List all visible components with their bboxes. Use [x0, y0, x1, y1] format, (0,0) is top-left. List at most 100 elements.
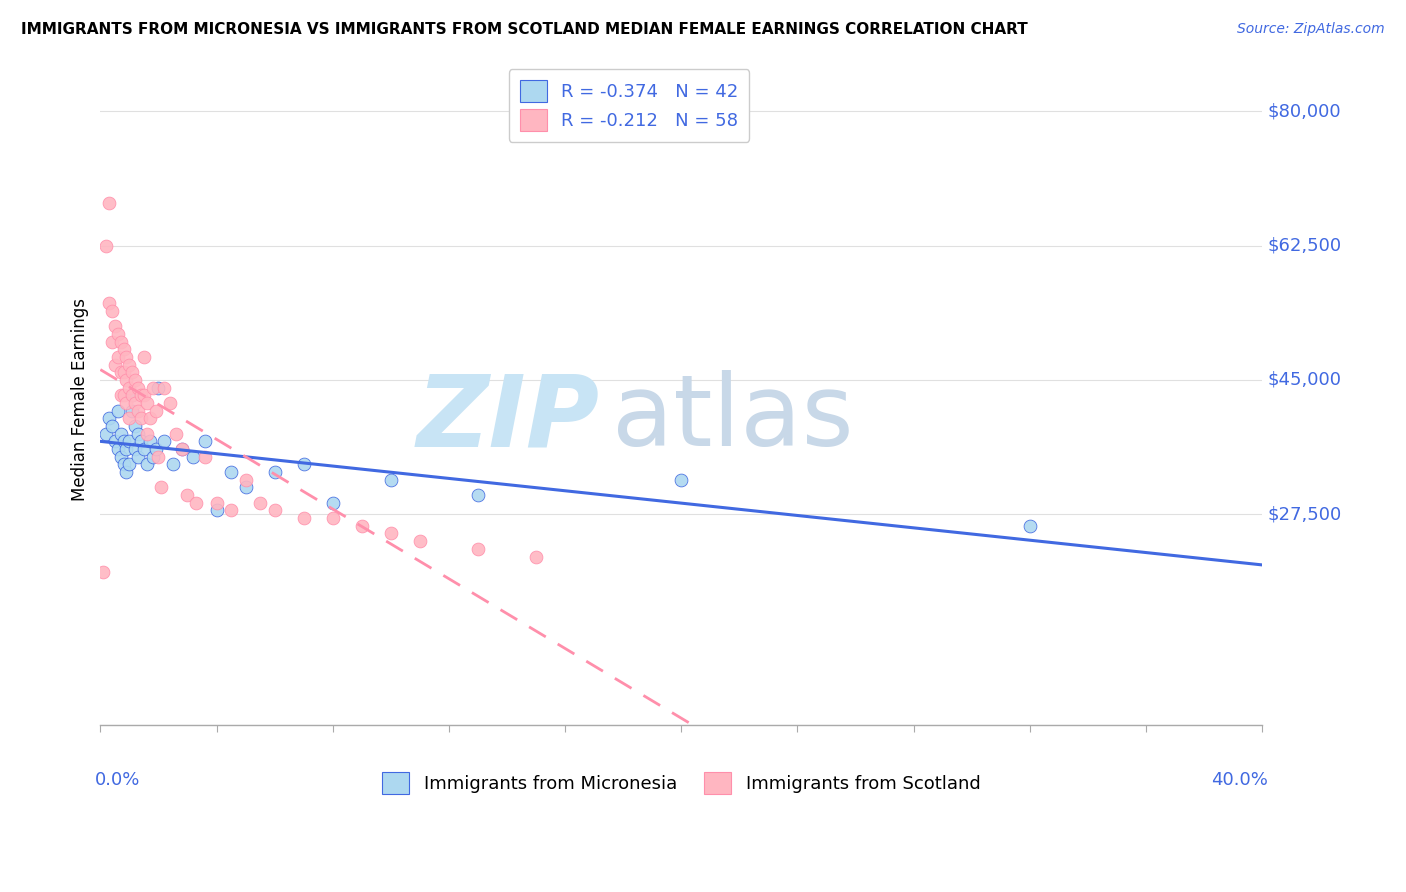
Point	[101, 304, 124, 318]
Point	[118, 458, 141, 472]
Point	[150, 480, 173, 494]
Point	[127, 450, 149, 464]
Point	[112, 343, 135, 357]
Point	[104, 319, 127, 334]
Point	[129, 411, 152, 425]
Point	[467, 488, 489, 502]
Point	[145, 442, 167, 456]
Point	[112, 458, 135, 472]
Point	[380, 473, 402, 487]
Point	[98, 296, 121, 310]
Text: ZIP: ZIP	[418, 370, 600, 467]
Text: $27,500: $27,500	[1268, 505, 1343, 524]
Point	[104, 434, 127, 449]
Point	[153, 434, 176, 449]
Point	[110, 450, 132, 464]
Point	[135, 458, 157, 472]
Point	[107, 350, 129, 364]
Point	[115, 396, 138, 410]
Point	[129, 388, 152, 402]
Text: 0.0%: 0.0%	[94, 771, 141, 789]
Point	[98, 196, 121, 211]
Point	[153, 381, 176, 395]
Point	[112, 388, 135, 402]
Point	[124, 396, 146, 410]
Point	[132, 350, 155, 364]
Point	[110, 365, 132, 379]
Point	[118, 434, 141, 449]
Point	[135, 396, 157, 410]
Point	[219, 465, 242, 479]
Point	[104, 358, 127, 372]
Point	[112, 434, 135, 449]
Point	[115, 373, 138, 387]
Text: $62,500: $62,500	[1268, 236, 1341, 255]
Point	[170, 442, 193, 456]
Point	[235, 480, 257, 494]
Point	[138, 434, 160, 449]
Point	[1018, 518, 1040, 533]
Point	[467, 541, 489, 556]
Point	[132, 388, 155, 402]
Point	[322, 496, 344, 510]
Point	[249, 496, 271, 510]
Point	[124, 442, 146, 456]
Point	[107, 326, 129, 341]
Point	[409, 534, 432, 549]
Point	[142, 450, 165, 464]
Point	[205, 496, 228, 510]
Y-axis label: Median Female Earnings: Median Female Earnings	[72, 298, 89, 500]
Point	[112, 365, 135, 379]
Text: $80,000: $80,000	[1268, 103, 1341, 120]
Text: 40.0%: 40.0%	[1211, 771, 1268, 789]
Point	[115, 465, 138, 479]
Point	[186, 496, 208, 510]
Point	[118, 381, 141, 395]
Point	[96, 426, 118, 441]
Point	[115, 350, 138, 364]
Point	[170, 442, 193, 456]
Point	[671, 473, 693, 487]
Point	[91, 565, 114, 579]
Point	[194, 434, 217, 449]
Point	[118, 358, 141, 372]
Text: atlas: atlas	[612, 370, 853, 467]
Point	[124, 419, 146, 434]
Point	[110, 334, 132, 349]
Point	[142, 381, 165, 395]
Point	[110, 388, 132, 402]
Point	[524, 549, 547, 564]
Point	[380, 526, 402, 541]
Text: IMMIGRANTS FROM MICRONESIA VS IMMIGRANTS FROM SCOTLAND MEDIAN FEMALE EARNINGS CO: IMMIGRANTS FROM MICRONESIA VS IMMIGRANTS…	[21, 22, 1028, 37]
Point	[115, 442, 138, 456]
Point	[145, 403, 167, 417]
Point	[235, 473, 257, 487]
Point	[121, 388, 143, 402]
Point	[124, 373, 146, 387]
Point	[194, 450, 217, 464]
Point	[121, 403, 143, 417]
Point	[263, 465, 285, 479]
Point	[219, 503, 242, 517]
Point	[127, 381, 149, 395]
Point	[205, 503, 228, 517]
Point	[138, 411, 160, 425]
Point	[107, 442, 129, 456]
Point	[176, 488, 198, 502]
Point	[127, 403, 149, 417]
Point	[129, 434, 152, 449]
Point	[162, 458, 184, 472]
Point	[107, 403, 129, 417]
Point	[135, 426, 157, 441]
Point	[121, 388, 143, 402]
Text: $45,000: $45,000	[1268, 371, 1341, 389]
Point	[159, 396, 181, 410]
Point	[322, 511, 344, 525]
Text: Source: ZipAtlas.com: Source: ZipAtlas.com	[1237, 22, 1385, 37]
Legend: Immigrants from Micronesia, Immigrants from Scotland: Immigrants from Micronesia, Immigrants f…	[375, 764, 987, 801]
Point	[118, 411, 141, 425]
Point	[165, 426, 187, 441]
Point	[263, 503, 285, 517]
Point	[121, 365, 143, 379]
Point	[127, 426, 149, 441]
